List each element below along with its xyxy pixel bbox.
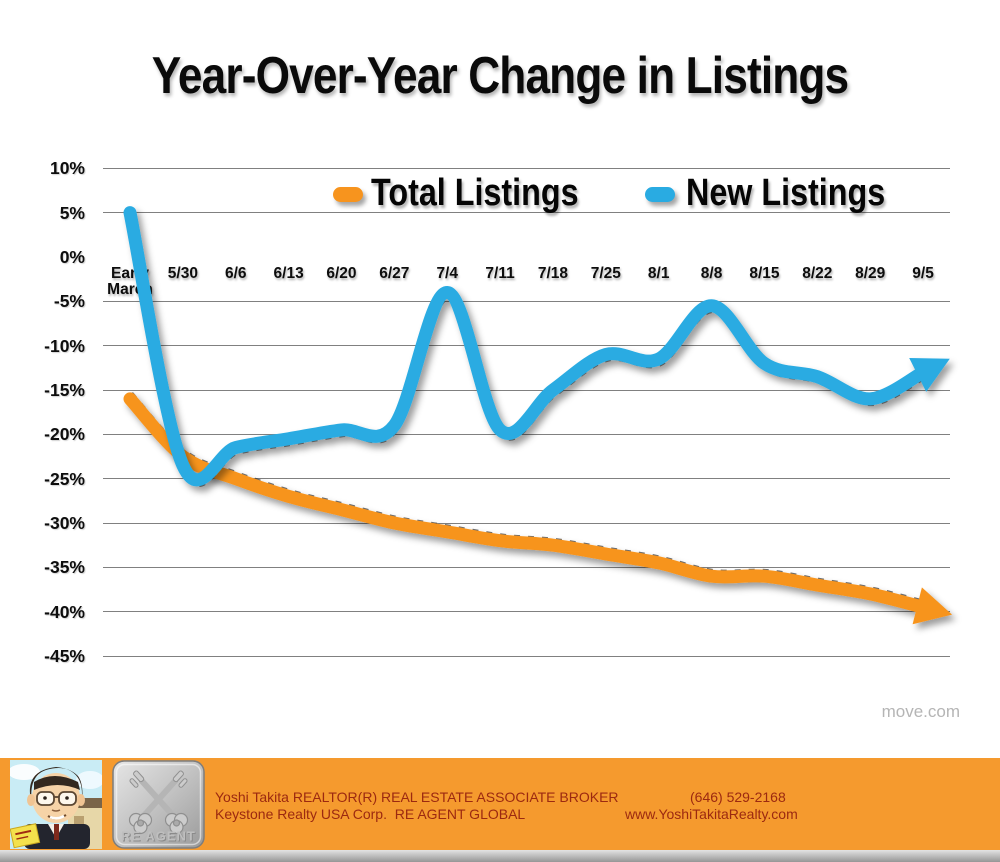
gridline <box>103 167 950 169</box>
agent-website: www.YoshiTakitaRealty.com <box>625 806 798 822</box>
y-tick-label: 0% <box>59 247 85 267</box>
agent-name-line: Yoshi Takita REALTOR(R) REAL ESTATE ASSO… <box>215 789 619 805</box>
new-listings-line <box>123 206 950 488</box>
crossed-keys-icon <box>128 770 189 835</box>
legend-swatch-total-listings <box>333 187 363 202</box>
total-listings-line <box>123 392 953 625</box>
y-tick-label: -10% <box>44 335 85 356</box>
legend-swatch-new-listings <box>645 187 675 202</box>
y-tick-label: 5% <box>59 202 85 223</box>
gridline <box>103 433 950 435</box>
move-com-watermark: move.com <box>881 702 960 721</box>
legend-label-total-listings: Total Listings <box>371 172 579 214</box>
agent-phone: (646) 529-2168 <box>690 789 786 805</box>
gridline <box>103 655 950 657</box>
footer-bar: RE AGENT RE AGENT Yoshi Takita REALTOR(R… <box>0 758 1000 850</box>
dashed-underlay <box>131 392 926 603</box>
agent-portrait <box>10 760 102 849</box>
y-tick-label: -35% <box>44 557 85 578</box>
gridline <box>103 345 950 347</box>
badge-label-shadow: RE AGENT <box>122 830 197 845</box>
y-tick-label: -45% <box>44 646 85 666</box>
gridline <box>103 611 950 613</box>
gridline <box>103 522 950 524</box>
gridline <box>103 566 950 568</box>
bottom-edge-strip <box>0 850 1000 862</box>
x-tick-label: 9/5 <box>912 265 934 282</box>
re-agent-badge: RE AGENT RE AGENT <box>112 760 205 849</box>
series-stroke <box>123 206 930 487</box>
dashed-underlay <box>130 218 926 488</box>
y-tick-label: -40% <box>44 601 85 622</box>
legend-label-new-listings: New Listings <box>686 172 886 214</box>
y-tick-label: -15% <box>44 380 85 400</box>
y-tick-label: -20% <box>44 424 85 445</box>
gridline <box>103 300 950 302</box>
page-title: Year-Over-Year Change in Listings <box>151 47 849 105</box>
gridline <box>103 478 950 480</box>
agent-company-line: Keystone Realty USA Corp. RE AGENT GLOBA… <box>215 806 526 822</box>
badge-label: RE AGENT <box>121 829 196 844</box>
y-tick-label: -30% <box>44 513 85 533</box>
arrowhead-icon <box>912 587 953 625</box>
series-stroke <box>123 392 930 614</box>
gridline <box>103 389 950 391</box>
arrowhead-icon <box>909 358 950 392</box>
y-tick-label: -5% <box>53 291 85 312</box>
y-tick-label: 10% <box>49 158 85 179</box>
y-tick-label: -25% <box>44 468 85 489</box>
